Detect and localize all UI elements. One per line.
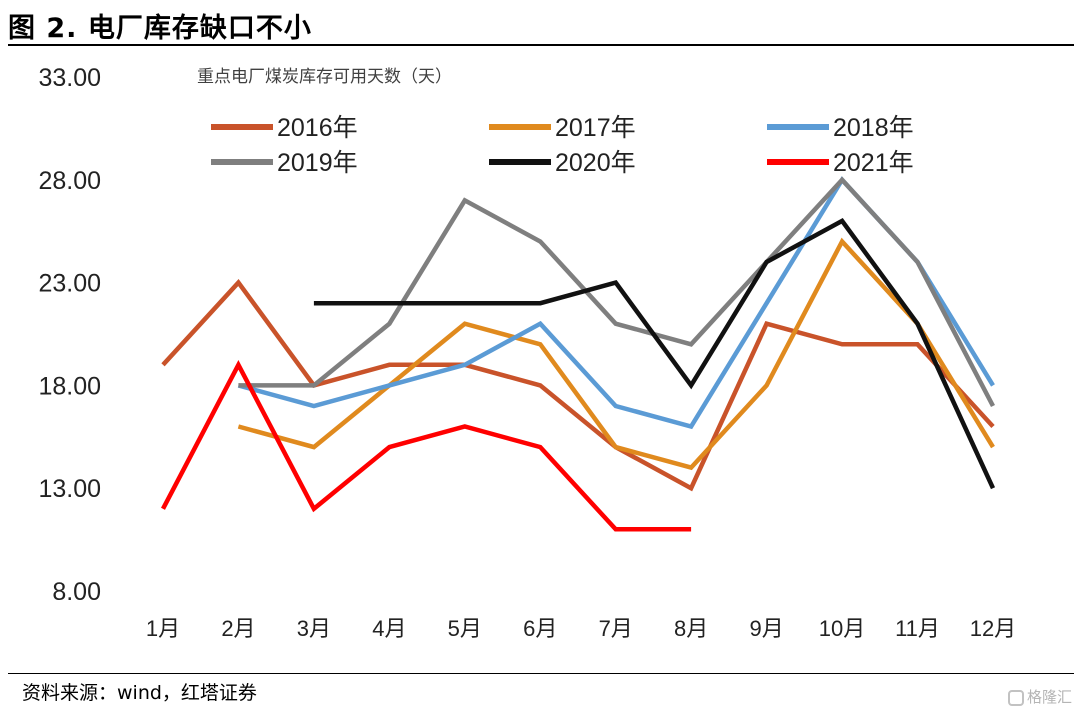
watermark-logo-icon [1007,689,1024,706]
series-line-2019年 [238,176,995,408]
series-line-2016年 [161,279,995,492]
legend-label: 2021年 [833,149,914,177]
y-tick-label: 28.00 [38,167,101,195]
x-tick-label: 9月 [749,616,783,641]
source-note: 资料来源：wind，红塔证券 [22,682,257,704]
chart-title: 重点电厂煤炭库存可用天数（天） [197,67,452,86]
y-tick-label: 33.00 [38,64,101,92]
x-tick-label: 11月 [895,616,940,641]
series-line-2021年 [161,359,692,532]
y-tick-label: 13.00 [38,475,101,503]
legend-label: 2017年 [555,114,636,142]
y-tick-label: 8.00 [52,578,101,606]
x-tick-label: 12月 [970,616,1016,641]
figure-title: 图 2. 电厂库存缺口不小 [8,13,312,44]
title-divider [8,44,1074,46]
y-tick-label: 23.00 [38,270,101,298]
x-tick-label: 8月 [674,616,708,641]
source-divider [8,673,1074,674]
series-line-2017年 [237,237,995,471]
x-tick-label: 1月 [146,616,180,641]
x-tick-label: 5月 [448,616,482,641]
x-tick-label: 3月 [297,616,331,641]
legend-label: 2016年 [277,114,358,142]
legend-label: 2018年 [833,114,914,142]
plot-area: 33.00 28.00 23.00 18.00 13.00 8.00 1月 2月 3月 4月 5月 6… [38,64,1016,641]
y-tick-label: 18.00 [38,372,101,400]
watermark-text: 格隆汇 [1026,688,1072,706]
series-line-2020年 [313,217,996,490]
legend-label: 2020年 [555,149,636,177]
x-tick-label: 4月 [372,616,406,641]
x-tick-label: 10月 [819,616,865,641]
legend-label: 2019年 [277,149,358,177]
x-tick-label: 6月 [523,616,557,641]
x-tick-label: 2月 [221,616,255,641]
x-tick-label: 7月 [599,616,633,641]
watermark: 格隆汇 [1007,686,1072,707]
